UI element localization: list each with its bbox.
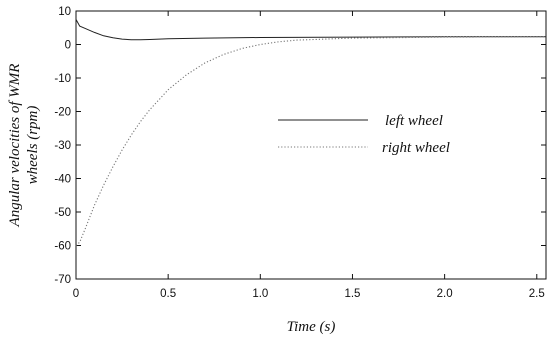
legend-label-left-wheel: left wheel [385, 113, 443, 129]
x-tick-label: 2.5 [529, 288, 545, 300]
series-line-right-wheel [75, 36, 547, 246]
y-tick-label: -10 [54, 73, 71, 85]
x-tick-label: 1.5 [344, 288, 360, 300]
x-axis-title: Time (s) [287, 319, 336, 335]
y-axis-title: Angular velocities of WMR wheels (rpm) [7, 64, 41, 228]
axis-tick-labels: 100-10-20-30-40-50-60-700 0.5 1.0 1.5 2.0 2.5 [54, 6, 544, 300]
y-tick-label: -20 [54, 107, 71, 119]
y-axis-title-line-1: Angular velocities of WMR [7, 64, 23, 228]
y-tick-label: -70 [54, 274, 71, 286]
y-tick-label: -60 [54, 241, 71, 253]
y-tick-label: -40 [54, 174, 71, 186]
plot-area [75, 10, 547, 280]
legend: left wheel right wheel [278, 113, 450, 156]
axis-ticks [75, 10, 546, 280]
y-tick-label: -50 [54, 207, 71, 219]
series-line-left-wheel [75, 19, 546, 41]
x-tick-label: 1.0 [252, 288, 268, 300]
series-lines [75, 19, 547, 246]
y-tick-label: -30 [54, 140, 71, 152]
y-tick-label: 10 [58, 6, 71, 18]
y-tick-label: 0 [65, 40, 71, 52]
x-tick-label: 2.0 [437, 288, 453, 300]
x-tick-label: 0 [73, 288, 79, 300]
x-tick-label: 0.5 [160, 288, 176, 300]
y-axis-title-line-2: wheels (rpm) [25, 106, 41, 185]
legend-label-right-wheel: right wheel [382, 140, 450, 156]
